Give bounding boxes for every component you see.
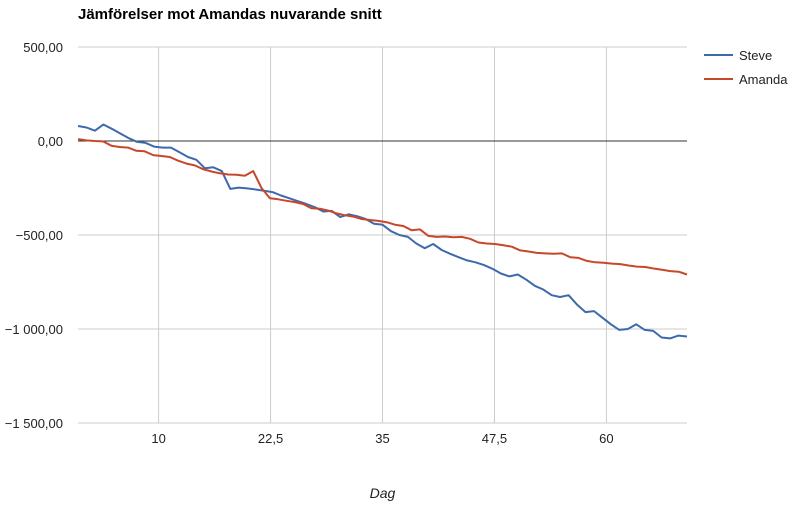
grid [78, 46, 687, 424]
x-tick-label: 60 [599, 431, 613, 446]
legend-label-steve: Steve [739, 48, 772, 63]
x-tick-label: 35 [375, 431, 389, 446]
y-tick-label: 0,00 [38, 134, 63, 149]
series-line-steve [77, 123, 688, 340]
y-tick-label: −1 000,00 [5, 322, 63, 337]
x-axis-ticks: 10 22,5 35 47,5 60 [151, 431, 613, 446]
y-tick-label: −500,00 [16, 228, 63, 243]
chart-title: Jämförelser mot Amandas nuvarande snitt [78, 6, 382, 23]
x-tick-label: 22,5 [258, 431, 283, 446]
legend-label-amanda: Amanda [739, 72, 788, 87]
y-tick-label: −1 500,00 [5, 416, 63, 431]
series-line-amanda [77, 138, 688, 276]
y-tick-label: 500,00 [23, 40, 63, 55]
legend: Steve Amanda [704, 48, 788, 87]
series-lines [77, 123, 688, 340]
x-axis-label: Dag [370, 485, 396, 501]
x-tick-label: 47,5 [482, 431, 507, 446]
y-axis-ticks: 500,00 0,00 −500,00 −1 000,00 −1 500,00 [5, 40, 63, 431]
x-tick-label: 10 [151, 431, 165, 446]
